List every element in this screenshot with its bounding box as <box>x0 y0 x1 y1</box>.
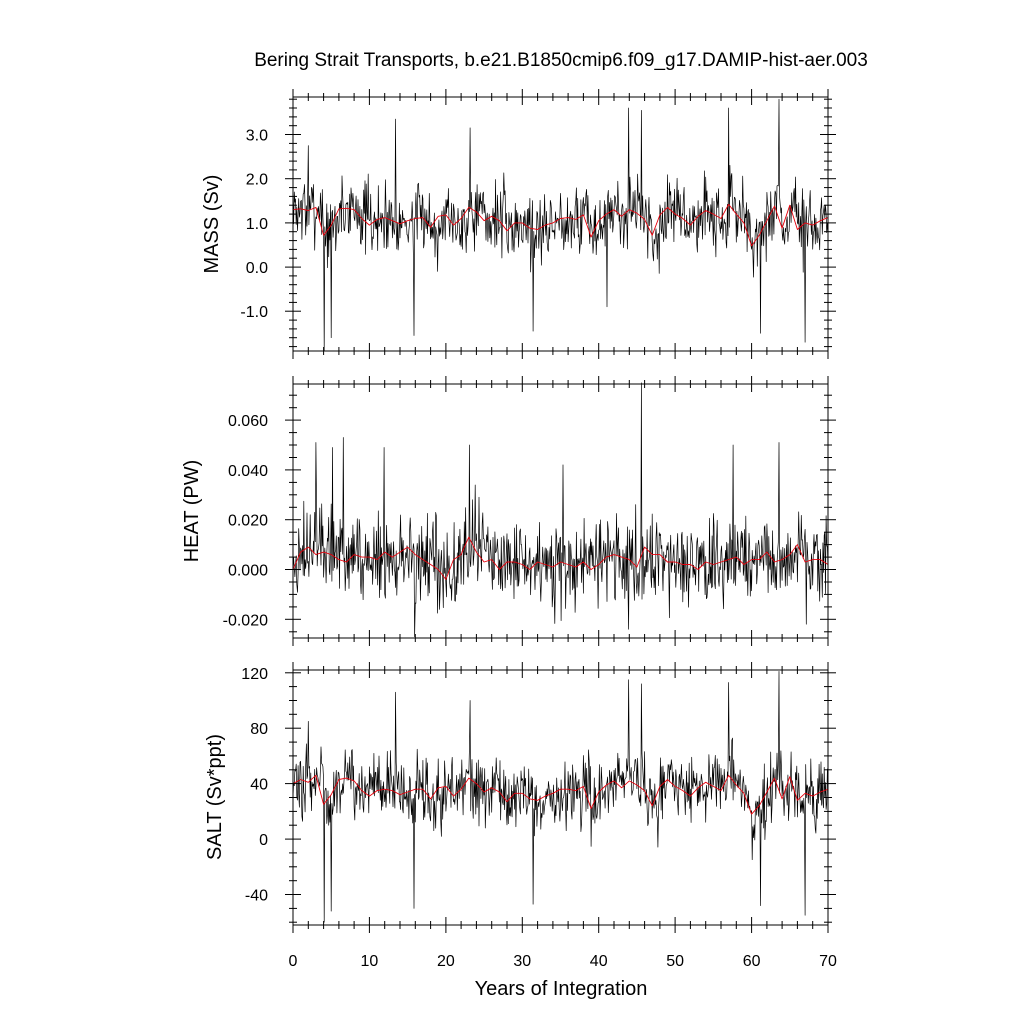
y-tick-label-mass: 0.0 <box>246 260 268 277</box>
y-tick-label-heat: 0.060 <box>228 413 268 430</box>
y-tick-label-salt: 0 <box>259 832 268 849</box>
y-tick-label-heat: -0.020 <box>223 612 268 629</box>
chart-title: Bering Strait Transports, b.e21.B1850cmi… <box>254 50 868 71</box>
x-tick-label: 10 <box>361 953 379 970</box>
y-tick-label-salt: -40 <box>245 888 268 905</box>
x-tick-label: 20 <box>437 953 455 970</box>
y-tick-label-salt: 120 <box>241 666 268 683</box>
x-tick-label: 0 <box>289 953 298 970</box>
monthly-series-heat <box>292 382 829 638</box>
x-tick-label: 60 <box>743 953 761 970</box>
x-axis-label: Years of Integration <box>475 978 648 1000</box>
panel-heat: HEAT (PW) -0.020 0.000 0.020 0.040 0.060 <box>181 376 836 646</box>
panel-mass: MASS (Sv) -1.0 0.0 1.0 2.0 3.0 <box>201 89 836 359</box>
annual-mean-heat <box>292 536 829 580</box>
x-axis: 0 10 20 30 40 50 60 70 <box>289 953 837 970</box>
y-tick-label-heat: 0.040 <box>228 463 268 480</box>
y-tick-label-heat: 0.020 <box>228 513 268 530</box>
panel-salt-ylabel: SALT (Sv*ppt) <box>204 734 226 860</box>
y-tick-label-mass: 1.0 <box>246 216 268 233</box>
x-tick-label: 30 <box>513 953 531 970</box>
annual-mean-salt <box>292 774 829 815</box>
panel-salt: SALT (Sv*ppt) -40 0 40 80 120 <box>204 662 836 933</box>
y-tick-label-salt: 80 <box>250 721 268 738</box>
y-tick-label-mass: 3.0 <box>246 128 268 145</box>
y-tick-label-mass: 2.0 <box>246 172 268 189</box>
y-tick-label-mass: -1.0 <box>240 304 268 321</box>
panel-mass-ylabel: MASS (Sv) <box>201 175 223 274</box>
y-tick-label-salt: 40 <box>250 777 268 794</box>
plot-frame-mass <box>292 96 829 352</box>
plot-frame-heat <box>292 383 829 639</box>
x-tick-label: 70 <box>819 953 837 970</box>
annual-mean-mass <box>292 203 829 247</box>
panel-heat-ylabel: HEAT (PW) <box>181 460 203 563</box>
monthly-series-mass <box>292 98 829 352</box>
y-tick-label-heat: 0.000 <box>228 563 268 580</box>
monthly-series-salt <box>292 671 829 923</box>
x-tick-label: 50 <box>666 953 684 970</box>
x-tick-label: 40 <box>590 953 608 970</box>
